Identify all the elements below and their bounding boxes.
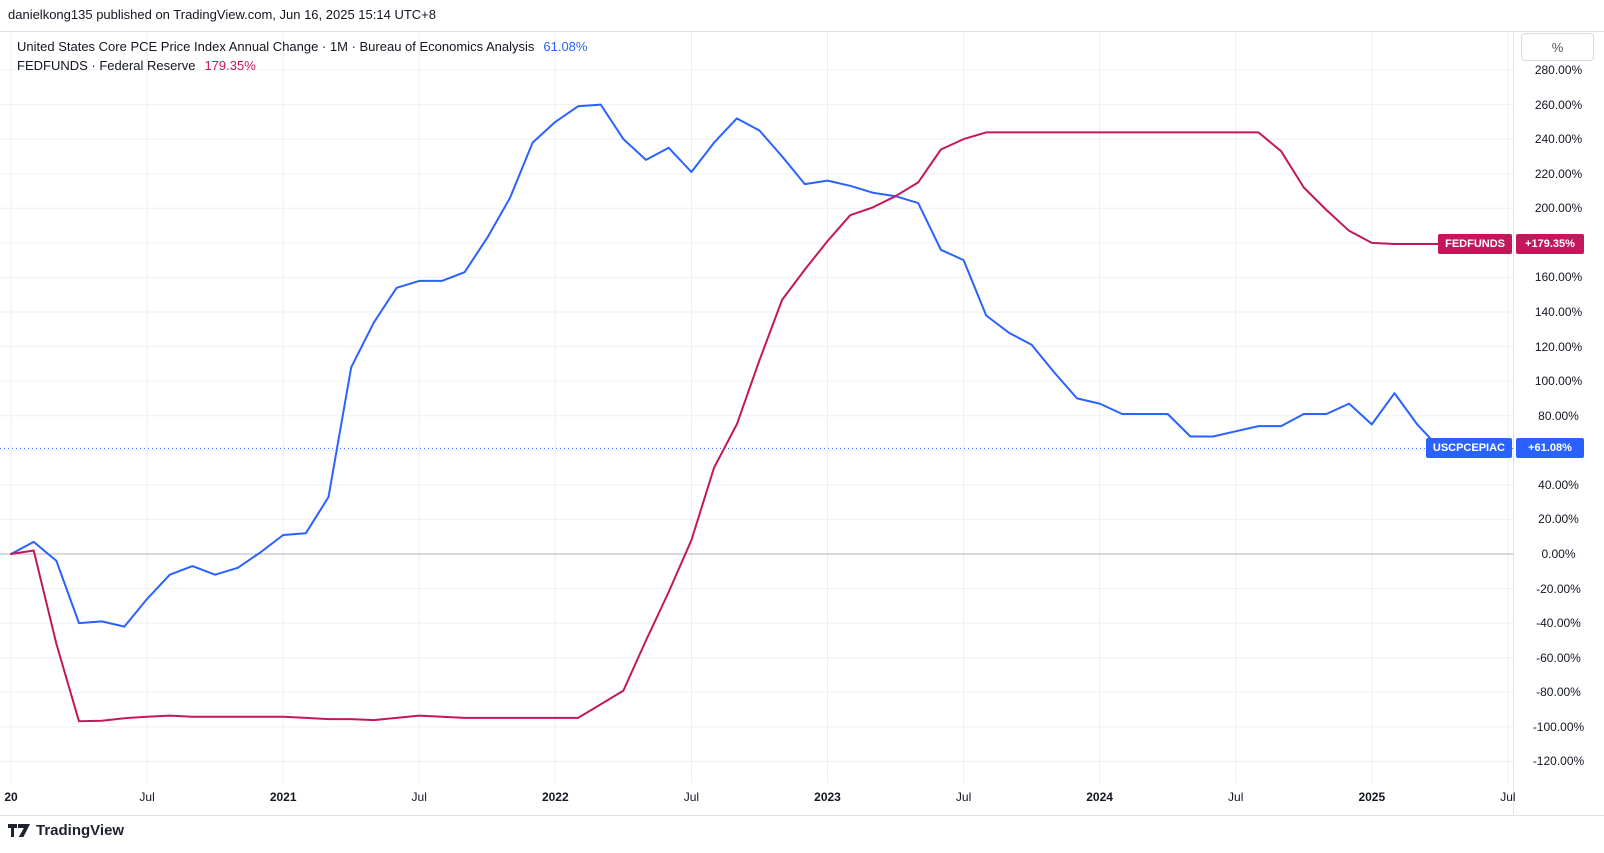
price-axis-tick: 240.00%: [1534, 132, 1583, 147]
legend: United States Core PCE Price Index Annua…: [17, 37, 587, 75]
price-axis-tick: 0.00%: [1541, 547, 1576, 561]
price-axis-tick: -40.00%: [1536, 616, 1581, 631]
time-axis-tick: Jul: [1228, 790, 1244, 804]
time-axis-tick: Jul: [1500, 790, 1516, 804]
time-axis-tick: 2025: [1358, 790, 1386, 804]
legend-value-fedfunds: 179.35%: [204, 58, 256, 73]
price-axis-tick: 160.00%: [1534, 270, 1583, 285]
uscpcepiac-value-badge: +61.08%: [1516, 438, 1584, 459]
price-axis-tick: 20.00%: [1538, 512, 1579, 527]
price-axis-tick: 100.00%: [1534, 374, 1583, 389]
price-axis-tick: -120.00%: [1532, 754, 1585, 769]
time-axis-tick: Jul: [411, 790, 427, 804]
price-axis[interactable]: 280.00% 260.00% 240.00% 220.00% 200.00% 160.0…: [1513, 0, 1604, 853]
time-axis-tick: Jul: [139, 790, 155, 804]
price-axis-tick: 40.00%: [1538, 477, 1579, 492]
fedfunds-price-labels: FEDFUNDS +179.35%: [1438, 234, 1584, 254]
tradingview-logo-text: TradingView: [36, 822, 125, 839]
time-axis-tick: 2022: [541, 790, 569, 804]
price-axis-separator: [1513, 31, 1514, 815]
price-axis-tick: -80.00%: [1536, 685, 1581, 700]
series-title-fedfunds: FEDFUNDS · Federal Reserve: [17, 58, 196, 73]
time-axis-tick: 20: [4, 790, 18, 804]
time-axis-tick: Jul: [683, 790, 700, 804]
attribution-text: danielkong135 published on TradingView.c…: [8, 7, 436, 22]
fedfunds-value-badge: +179.35%: [1516, 234, 1584, 254]
legend-row-fedfunds[interactable]: FEDFUNDS · Federal Reserve 179.35%: [17, 56, 587, 75]
legend-row-uscpcepiac[interactable]: United States Core PCE Price Index Annua…: [17, 37, 587, 56]
price-axis-tick: 220.00%: [1534, 166, 1583, 181]
time-axis[interactable]: 20 Jul 2021 Jul 2022 Jul 2023 Jul 2024 Jul 2025 Jul: [0, 789, 1604, 807]
price-axis-tick: 280.00%: [1534, 62, 1583, 77]
price-axis-tick: -60.00%: [1536, 650, 1581, 665]
time-axis-tick: Jul: [955, 790, 972, 804]
percent-scale-button[interactable]: %: [1521, 33, 1594, 61]
fedfunds-series-badge: FEDFUNDS: [1438, 234, 1512, 254]
price-axis-tick: 260.00%: [1534, 97, 1583, 112]
time-axis-separator: [0, 815, 1604, 816]
price-axis-tick: 80.00%: [1538, 408, 1579, 423]
uscpcepiac-price-labels: USCPCEPIAC +61.08%: [1425, 438, 1584, 459]
price-axis-tick: -20.00%: [1536, 581, 1581, 596]
tradingview-logo-icon: [8, 824, 30, 837]
price-axis-tick: -100.00%: [1532, 719, 1585, 734]
price-axis-tick: 140.00%: [1534, 304, 1583, 319]
price-axis-tick: 200.00%: [1534, 201, 1583, 216]
time-axis-tick: 2023: [814, 790, 841, 804]
uscpcepiac-series-badge: USCPCEPIAC: [1425, 438, 1512, 459]
time-axis-tick: 2021: [269, 790, 297, 804]
series-title-uscpcepiac: United States Core PCE Price Index Annua…: [17, 39, 535, 54]
price-axis-tick: 120.00%: [1534, 339, 1583, 354]
legend-value-uscpcepiac: 61.08%: [543, 39, 588, 54]
tradingview-logo[interactable]: TradingView: [8, 822, 124, 839]
time-axis-tick: 2024: [1086, 790, 1113, 804]
header-separator: [0, 31, 1604, 32]
